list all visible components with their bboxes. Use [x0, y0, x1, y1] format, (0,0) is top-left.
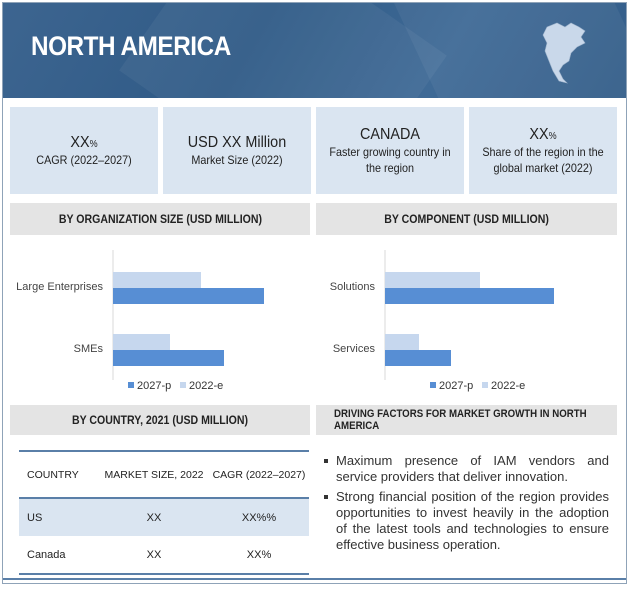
- header-cagr: CAGR (2022–2027): [212, 468, 306, 481]
- market-size-card: USD XX Million Market Size (2022): [163, 107, 311, 194]
- category-label: Solutions: [330, 281, 376, 293]
- cell-country: Canada: [27, 548, 66, 561]
- category-label: Large Enterprises: [16, 281, 103, 293]
- table-header-row: COUNTRY MARKET SIZE, 2022 CAGR (2022–202…: [19, 451, 309, 498]
- region-share-unit: %: [548, 130, 557, 142]
- component-chart: Solutions Services 2027-p 2022-e: [315, 240, 630, 400]
- legend-label: 2022-e: [491, 380, 525, 392]
- bar-2027-p: [385, 350, 451, 366]
- bar-2027-p: [113, 350, 224, 366]
- fastest-country-card: CANADA Faster growing country in the reg…: [316, 107, 464, 194]
- region-share-value: XX: [529, 125, 549, 143]
- bar-2022-e: [385, 272, 480, 288]
- fastest-country-value: CANADA: [359, 125, 421, 143]
- section-country: BY COUNTRY, 2021 (USD MILLION): [10, 405, 310, 435]
- cell-market-size: XX: [146, 548, 162, 561]
- country-table: COUNTRY MARKET SIZE, 2022 CAGR (2022–202…: [19, 450, 309, 575]
- cell-cagr: XX%: [246, 548, 272, 561]
- section-component: BY COMPONENT (USD MILLION): [316, 203, 617, 235]
- org-size-chart: Large Enterprises SMEs 2027-p 2022-e: [0, 240, 315, 400]
- region-share-card: XX% Share of the region in the global ma…: [469, 107, 617, 194]
- header-banner: NORTH AMERICA: [3, 3, 626, 98]
- legend-label: 2022-e: [189, 380, 223, 392]
- region-share-label: Share of the region in the global market…: [482, 144, 604, 175]
- driver-item: Strong financial position of the region …: [323, 489, 609, 553]
- cagr-unit: %: [89, 138, 98, 150]
- cagr-label: CAGR (2022–2027): [36, 152, 132, 167]
- header-country: COUNTRY: [27, 468, 79, 481]
- legend-swatch: [482, 382, 488, 388]
- bar-2027-p: [113, 288, 264, 304]
- market-size-value: USD XX Million: [187, 133, 287, 151]
- page-frame: [2, 2, 627, 584]
- cell-country: US: [27, 511, 43, 524]
- table-row: US XX XX%%: [19, 498, 309, 536]
- legend-swatch: [430, 382, 436, 388]
- driver-item: Maximum presence of IAM vendors and serv…: [323, 453, 609, 485]
- driver-list: Maximum presence of IAM vendors and serv…: [323, 453, 609, 557]
- bar-2022-e: [113, 272, 201, 288]
- cell-market-size: XX: [146, 511, 162, 524]
- divider: [3, 578, 626, 580]
- legend-label: 2027-p: [439, 380, 473, 392]
- section-org-size: BY ORGANIZATION SIZE (USD MILLION): [10, 203, 310, 235]
- market-size-label: Market Size (2022): [191, 152, 283, 167]
- cagr-value: XX: [70, 133, 90, 151]
- category-label: SMEs: [74, 343, 104, 355]
- legend-swatch: [128, 382, 134, 388]
- cell-cagr: XX%%: [241, 511, 277, 524]
- bar-2022-e: [385, 334, 419, 350]
- legend-label: 2027-p: [137, 380, 171, 392]
- category-label: Services: [333, 343, 376, 355]
- cagr-card: XX% CAGR (2022–2027): [10, 107, 158, 194]
- table-row: Canada XX XX%: [19, 536, 309, 574]
- fastest-country-label: Faster growing country in the region: [329, 144, 451, 175]
- legend-swatch: [180, 382, 186, 388]
- header-market-size: MARKET SIZE, 2022: [104, 468, 204, 481]
- section-drivers: DRIVING FACTORS FOR MARKET GROWTH IN NOR…: [316, 405, 617, 435]
- bar-2022-e: [113, 334, 170, 350]
- page-title: NORTH AMERICA: [31, 31, 231, 61]
- north-america-map-icon: [542, 22, 586, 84]
- bar-2027-p: [385, 288, 554, 304]
